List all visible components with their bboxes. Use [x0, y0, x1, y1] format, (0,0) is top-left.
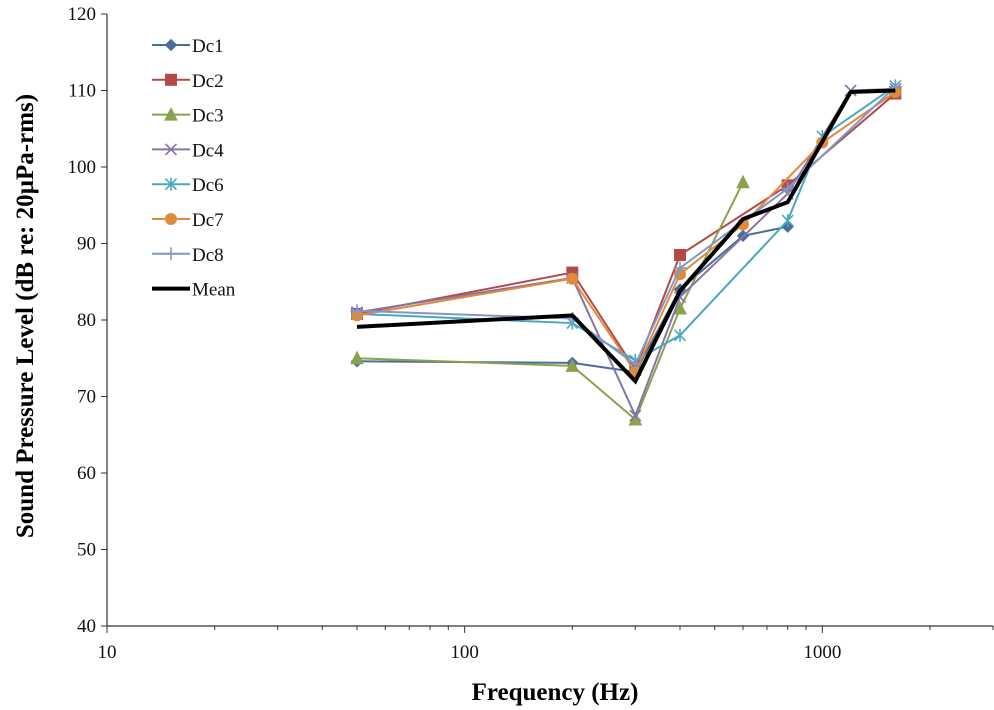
legend-swatch-marker — [164, 38, 178, 52]
series-layer — [350, 79, 902, 426]
legend-item-dc1: Dc1 — [152, 36, 224, 57]
y-tick-label: 90 — [77, 234, 96, 255]
data-point — [629, 409, 642, 422]
legend-swatch-marker — [164, 143, 178, 156]
series-dc1 — [350, 220, 794, 379]
legend-swatch-marker — [165, 213, 177, 225]
series-line-dc1 — [356, 225, 788, 374]
data-point — [781, 214, 794, 228]
x-tick-label: 100 — [450, 642, 479, 663]
y-tick-label: 40 — [77, 616, 96, 637]
legend-label: Mean — [192, 280, 236, 301]
y-tick-label: 70 — [77, 387, 96, 408]
legend-swatch-marker — [164, 106, 178, 121]
legend-swatch-marker — [164, 247, 178, 261]
y-tick-label: 120 — [68, 4, 97, 25]
data-point — [350, 304, 364, 318]
x-tick-label: 1000 — [803, 642, 841, 663]
tick-labels: 40 50 60 70 80 90 100 110 120 10 100 1000 — [68, 4, 842, 663]
legend-swatch-marker — [165, 73, 177, 86]
legend-item-dc6: Dc6 — [152, 175, 224, 196]
x-tick-label: 10 — [98, 642, 117, 663]
legend-label: Dc1 — [192, 36, 224, 57]
data-point — [628, 357, 642, 371]
legend-item-dc7: Dc7 — [152, 210, 224, 231]
x-axis-title: Frequency (Hz) — [472, 679, 639, 706]
legend-item-dc3: Dc3 — [152, 106, 224, 127]
data-point — [566, 272, 579, 285]
data-point — [673, 261, 687, 275]
legend: Dc1 Dc2 Dc3 Dc4 Dc6 Dc7 Dc8 Mean — [152, 36, 236, 301]
data-point — [673, 300, 687, 315]
legend-label: Dc7 — [192, 210, 224, 231]
legend-label: Dc8 — [192, 245, 224, 266]
legend-item-dc8: Dc8 — [152, 245, 224, 266]
y-axis-title: Sound Pressure Level (dB re: 20µPa-rms) — [12, 94, 39, 538]
y-tick-label: 80 — [77, 310, 96, 331]
series-dc3 — [350, 174, 750, 426]
series-dc2 — [351, 87, 902, 376]
y-tick-label: 50 — [77, 540, 96, 561]
data-point — [781, 181, 795, 195]
series-line-dc6 — [356, 85, 896, 362]
legend-label: Dc6 — [192, 175, 224, 196]
series-line-mean — [356, 88, 896, 385]
series-dc8 — [350, 80, 902, 371]
data-point — [674, 248, 687, 261]
legend-swatch-marker — [164, 177, 178, 191]
y-tick-label: 110 — [68, 81, 96, 102]
series-line-dc4 — [356, 87, 896, 419]
legend-label: Dc3 — [192, 106, 224, 127]
data-point — [673, 328, 687, 342]
legend-label: Dc2 — [192, 71, 224, 92]
legend-item-mean: Mean — [152, 280, 236, 301]
data-point — [350, 350, 364, 365]
series-mean — [356, 88, 896, 385]
legend-label: Dc4 — [192, 140, 224, 161]
y-tick-label: 60 — [77, 463, 96, 484]
axes — [101, 13, 994, 633]
legend-item-dc4: Dc4 — [152, 140, 224, 161]
series-line-dc3 — [356, 181, 744, 422]
series-line-dc2 — [356, 92, 897, 372]
data-point — [565, 358, 580, 372]
series-dc7 — [351, 86, 902, 379]
legend-item-dc2: Dc2 — [152, 71, 224, 92]
series-line-dc7 — [356, 91, 896, 375]
y-tick-label: 100 — [68, 157, 97, 178]
data-point — [736, 174, 750, 189]
